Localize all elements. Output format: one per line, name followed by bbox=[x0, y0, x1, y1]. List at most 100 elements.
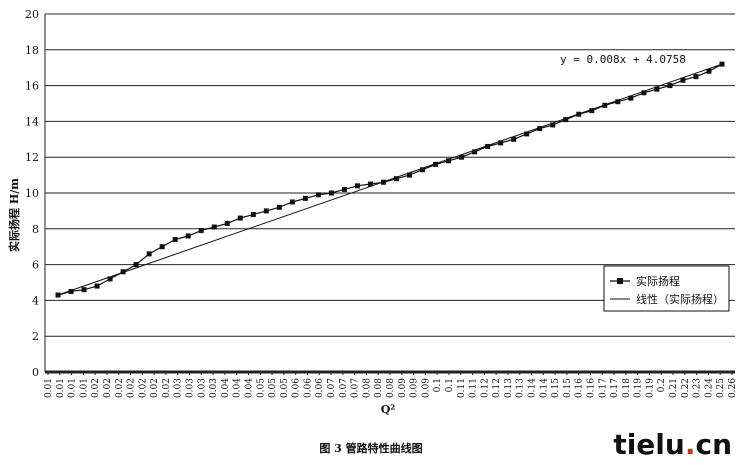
x-tick-label: 0.01 bbox=[68, 378, 78, 398]
y-tick-label: 4 bbox=[32, 294, 39, 307]
data-point bbox=[641, 90, 647, 96]
x-tick-label: 0.04 bbox=[221, 378, 231, 398]
x-tick-label: 0.04 bbox=[233, 378, 243, 398]
x-tick-label: 0.07 bbox=[327, 378, 337, 398]
x-tick-label: 0.03 bbox=[174, 378, 184, 398]
data-point bbox=[68, 288, 74, 294]
data-point bbox=[328, 190, 334, 196]
data-point bbox=[198, 228, 204, 234]
x-tick-label: 0.25 bbox=[716, 378, 726, 398]
data-point bbox=[250, 211, 256, 217]
x-tick-label: 0.02 bbox=[138, 378, 148, 398]
figure-caption: 图 3 管路特性曲线图 bbox=[319, 442, 423, 455]
x-tick-label: 0.21 bbox=[669, 378, 679, 398]
y-tick-label: 6 bbox=[32, 259, 39, 272]
y-tick-label: 0 bbox=[32, 366, 39, 379]
x-tick-label: 0.02 bbox=[91, 378, 101, 398]
x-tick-label: 0.02 bbox=[150, 378, 160, 398]
data-point bbox=[367, 181, 373, 187]
watermark-main: tielu bbox=[613, 428, 685, 461]
data-point bbox=[680, 77, 686, 83]
x-tick-label: 0.16 bbox=[586, 378, 596, 398]
x-tick-label: 0.08 bbox=[386, 378, 396, 398]
x-tick-label: 0.18 bbox=[622, 378, 632, 398]
x-tick-label: 0.16 bbox=[575, 378, 585, 398]
x-tick-label: 0.17 bbox=[598, 378, 608, 398]
watermark-dot: . bbox=[684, 428, 696, 461]
x-tick-label: 0.01 bbox=[44, 378, 54, 398]
x-tick-label: 0.23 bbox=[693, 378, 703, 398]
data-point bbox=[211, 224, 217, 230]
x-tick-label: 0.1 bbox=[433, 378, 443, 392]
x-tick-label: 0.03 bbox=[209, 378, 219, 398]
data-point bbox=[615, 99, 621, 105]
series-linear-trendline bbox=[57, 63, 723, 296]
x-tick-label: 0.01 bbox=[56, 378, 66, 398]
data-point bbox=[341, 186, 347, 192]
x-tick-label: 0.09 bbox=[421, 378, 431, 398]
x-tick-label: 0.06 bbox=[315, 378, 325, 398]
data-point bbox=[446, 158, 452, 164]
data-point bbox=[146, 251, 152, 257]
x-tick-label: 0.06 bbox=[292, 378, 302, 398]
x-tick-label: 0.12 bbox=[480, 378, 490, 398]
legend-box bbox=[603, 265, 730, 312]
series-actual-head-line bbox=[57, 63, 723, 296]
data-point bbox=[472, 149, 478, 155]
x-tick-label: 0.19 bbox=[645, 378, 655, 398]
x-tick-label: 0.12 bbox=[492, 378, 502, 398]
x-tick-label: 0.02 bbox=[162, 378, 172, 398]
y-tick-label: 18 bbox=[25, 44, 39, 57]
gridlines bbox=[45, 13, 735, 374]
x-tick-label: 0.04 bbox=[244, 378, 254, 398]
x-tick-label: 0.14 bbox=[539, 378, 549, 398]
x-tick-label: 0.09 bbox=[398, 378, 408, 398]
y-tick-label: 14 bbox=[25, 115, 39, 128]
data-point bbox=[315, 192, 321, 198]
x-tick-label: 0.2 bbox=[657, 378, 667, 392]
data-point bbox=[719, 61, 725, 67]
x-tick-label: 0.05 bbox=[268, 378, 278, 398]
data-point bbox=[537, 126, 543, 132]
legend-label-1: 实际扬程 bbox=[636, 274, 680, 288]
data-point bbox=[693, 74, 699, 80]
data-point bbox=[354, 183, 360, 189]
x-tick-label: 0.01 bbox=[79, 378, 89, 398]
x-tick-label: 0.15 bbox=[563, 378, 573, 398]
x-tick-label: 0.03 bbox=[197, 378, 207, 398]
trendline-equation: y = 0.008x + 4.0758 bbox=[560, 53, 686, 66]
watermark-logo: tielu.cn bbox=[613, 428, 732, 461]
x-tick-label: 0.05 bbox=[280, 378, 290, 398]
y-tick-label: 10 bbox=[25, 187, 39, 200]
data-point bbox=[120, 269, 126, 275]
y-tick-label: 20 bbox=[25, 8, 39, 21]
data-point bbox=[524, 131, 530, 137]
legend: 实际扬程 线性（实际扬程） bbox=[603, 265, 730, 312]
y-tick-label: 8 bbox=[32, 223, 39, 236]
legend-label-2: 线性（实际扬程） bbox=[636, 292, 724, 306]
data-point bbox=[459, 154, 465, 160]
data-point bbox=[107, 276, 113, 282]
x-tick-label: 0.15 bbox=[551, 378, 561, 398]
x-tick-label: 0.03 bbox=[186, 378, 196, 398]
data-point bbox=[420, 167, 426, 173]
data-point bbox=[628, 95, 634, 101]
watermark-tld: cn bbox=[695, 428, 732, 461]
y-axis-label: 实际扬程 H/m bbox=[7, 178, 21, 252]
data-point bbox=[498, 140, 504, 146]
y-tick-label: 12 bbox=[25, 151, 39, 164]
x-tick-label: 0.11 bbox=[457, 378, 467, 398]
data-point bbox=[563, 117, 569, 123]
x-tick-label: 0.08 bbox=[374, 378, 384, 398]
x-tick-label: 0.11 bbox=[469, 378, 479, 398]
x-tick-label: 0.02 bbox=[127, 378, 137, 398]
data-point bbox=[706, 68, 712, 74]
series-layer bbox=[55, 61, 725, 298]
data-point bbox=[511, 136, 517, 142]
data-point bbox=[276, 204, 282, 210]
data-point bbox=[94, 283, 100, 289]
data-point bbox=[81, 287, 87, 293]
x-tick-label: 0.07 bbox=[339, 378, 349, 398]
x-tick-label: 0.09 bbox=[410, 378, 420, 398]
